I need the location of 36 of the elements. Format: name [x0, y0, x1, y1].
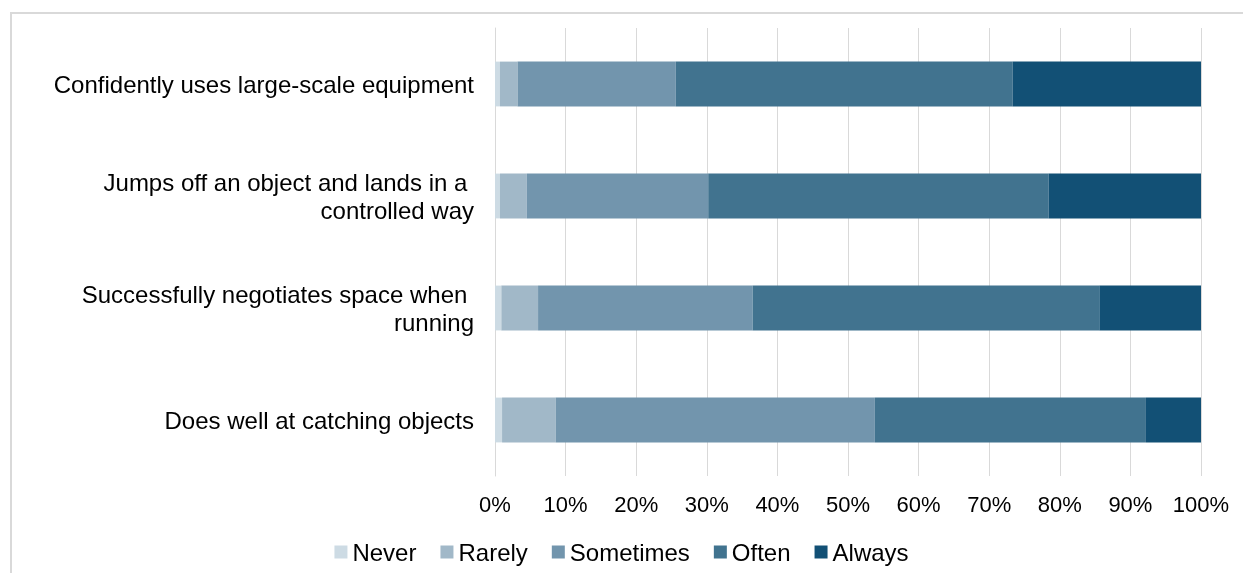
y-tick-label: Successfully negotiates space when running: [81, 280, 474, 336]
bar: [874, 397, 1146, 443]
x-tick-label: 80%: [1037, 491, 1082, 517]
y-tick-label: Jumps off an object and lands in a controlled way: [103, 168, 474, 224]
x-tick-label: 20%: [614, 491, 659, 517]
bar: [502, 397, 556, 443]
bar: [526, 173, 709, 219]
x-tick-label: 60%: [896, 491, 941, 517]
bar: [1048, 173, 1201, 219]
y-tick-label: Confidently uses large-scale equipment: [53, 70, 475, 98]
bar: [499, 61, 518, 107]
bar: [1012, 61, 1201, 107]
bar: [517, 61, 676, 107]
legend-label: Often: [731, 538, 791, 566]
legend-label: Never: [352, 538, 417, 566]
bar: [1099, 285, 1201, 331]
x-tick-label: 70%: [967, 491, 1012, 517]
x-tick-label: 100%: [1172, 491, 1230, 517]
bar: [752, 285, 1100, 331]
x-tick-label: 0%: [479, 491, 511, 517]
bar: [538, 285, 753, 331]
bar: [1145, 397, 1201, 443]
legend-label: Sometimes: [569, 538, 690, 566]
x-tick-label: 40%: [755, 491, 800, 517]
bar: [675, 61, 1013, 107]
y-tick-label: Does well at catching objects: [164, 406, 474, 434]
bar: [708, 173, 1049, 219]
legend-label: Rarely: [458, 538, 528, 566]
x-tick-label: 30%: [684, 491, 729, 517]
bar: [501, 285, 539, 331]
x-tick-label: 90%: [1108, 491, 1153, 517]
x-tick-label: 10%: [543, 491, 588, 517]
bar: [499, 173, 527, 219]
bar: [555, 397, 875, 443]
legend-label: Always: [832, 538, 909, 566]
x-tick-label: 50%: [825, 491, 871, 517]
